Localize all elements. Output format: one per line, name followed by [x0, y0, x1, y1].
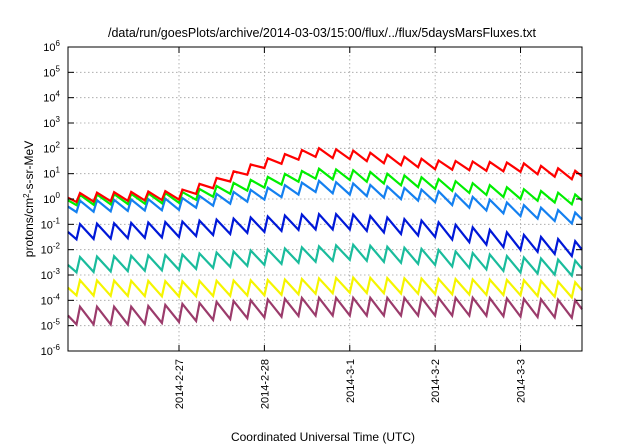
y-tick-label: 103 [43, 115, 60, 130]
x-tick-label: 2014-2-28 [259, 359, 271, 409]
chart-title: /data/run/goesPlots/archive/2014-03-03/1… [108, 26, 537, 40]
y-axis-ticks: 10-6 10-5 10-4 10-3 10-2 10-1 100 101 102 103 104 1… [41, 39, 582, 358]
y-tick-label: 10-3 [41, 267, 61, 282]
y-tick-label: 10-1 [41, 216, 61, 231]
y-tick-label: 10-2 [41, 242, 61, 257]
y-tick-label: 105 [43, 64, 60, 79]
x-axis-ticks: 2014-2-27 2014-2-28 2014-3-1 2014-3-2 2014-3… [174, 47, 528, 409]
x-tick-label: 2014-3-2 [430, 359, 442, 403]
y-axis-label: protons/cm2-s-sr-MeV [22, 141, 36, 257]
x-tick-label: 2014-3-1 [345, 359, 357, 403]
y-tick-label: 106 [43, 39, 60, 54]
y-tick-label: 10-6 [41, 343, 61, 358]
flux-series-line [67, 275, 583, 300]
y-tick-label: 10-5 [41, 318, 61, 333]
y-tick-label: 102 [43, 140, 60, 155]
data-series [67, 146, 583, 328]
y-tick-label: 100 [43, 191, 60, 206]
flux-series-line [67, 178, 583, 226]
y-tick-label: 101 [43, 166, 60, 181]
y-tick-label: 104 [43, 90, 60, 105]
flux-series-line [67, 211, 583, 259]
x-tick-label: 2014-3-3 [516, 359, 528, 403]
x-tick-label: 2014-2-27 [174, 359, 186, 409]
y-tick-label: 10-4 [41, 292, 61, 307]
flux-series-line [67, 295, 583, 328]
flux-series-line [67, 146, 583, 204]
flux-series-line [67, 166, 583, 207]
x-axis-label: Coordinated Universal Time (UTC) [231, 430, 415, 444]
flux-series-line [67, 242, 583, 278]
